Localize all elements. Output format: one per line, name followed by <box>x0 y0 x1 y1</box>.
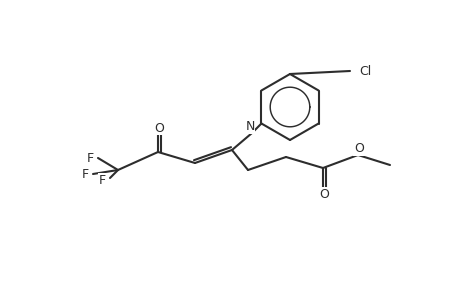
Text: F: F <box>98 173 105 187</box>
Text: N: N <box>245 121 254 134</box>
Text: O: O <box>353 142 363 155</box>
Text: O: O <box>154 122 163 134</box>
Text: F: F <box>81 167 89 181</box>
Text: O: O <box>319 188 328 200</box>
Text: F: F <box>86 152 93 164</box>
Text: Cl: Cl <box>358 64 370 77</box>
